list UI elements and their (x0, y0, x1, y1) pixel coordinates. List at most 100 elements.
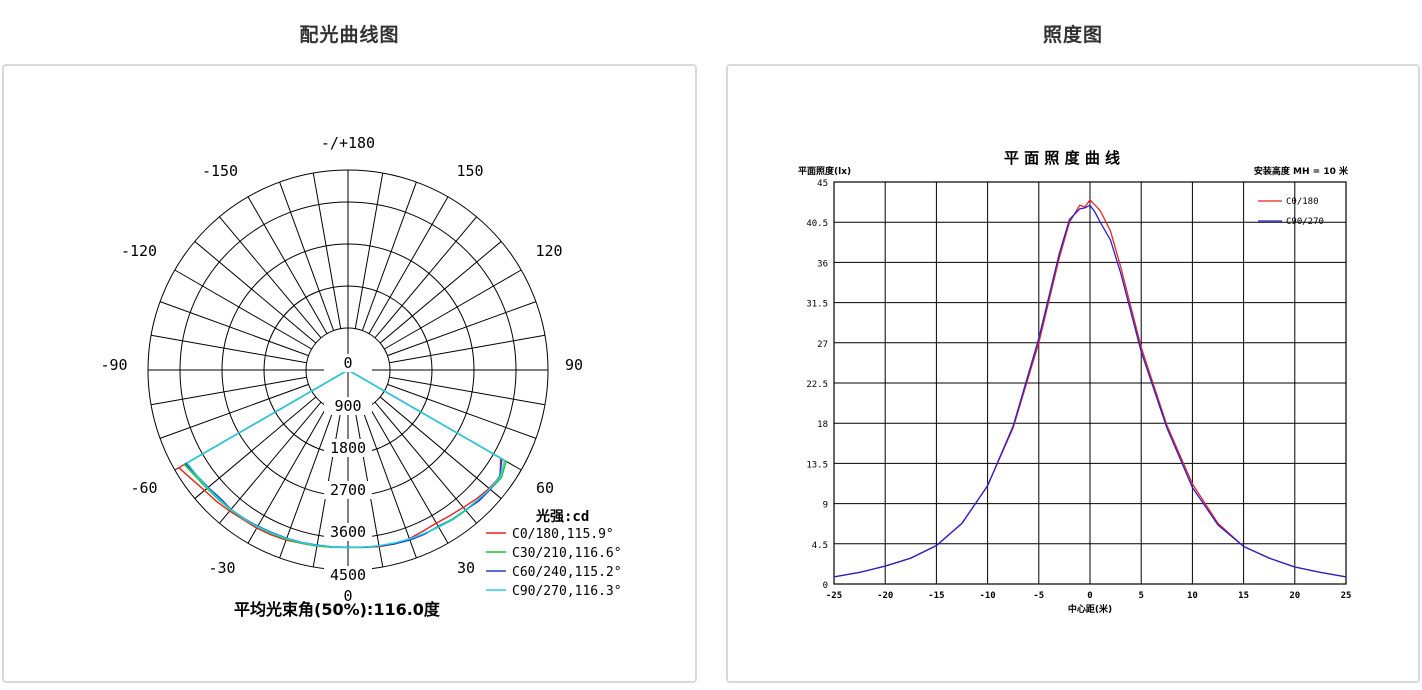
x-tick-label: 0 (1087, 591, 1092, 601)
x-tick-label: -10 (979, 591, 995, 601)
polar-angle-label: 150 (456, 162, 483, 180)
illuminance-series-group (833, 198, 1347, 578)
polar-spoke (387, 301, 537, 357)
polar-spoke (279, 181, 335, 331)
x-tick-label: 5 (1138, 591, 1143, 601)
polar-angle-label: -30 (208, 559, 235, 577)
polar-spoke (247, 406, 328, 544)
polar-angle-label: 60 (536, 479, 554, 497)
polar-spoke (159, 383, 309, 439)
illum-legend-label: C90/270 (1286, 217, 1324, 227)
polar-spoke (387, 383, 537, 439)
polar-spoke (379, 396, 502, 499)
y-tick-label: 13.5 (806, 460, 828, 470)
polar-legend-label: C60/240,115.2° (512, 565, 622, 580)
radial-tick-bg (324, 566, 372, 584)
polar-spoke (194, 396, 317, 499)
polar-legend: 光强:cd C0/180,115.9° C30/210,116.6° C60/240,… (234, 508, 622, 619)
y-tick-label: 4.5 (812, 541, 828, 551)
polar-legend-label: C90/270,116.3° (512, 584, 622, 599)
polar-labels: -/+180 -150 150 -120 120 -90 90 -60 60 -30 30 0 0 900… (100, 134, 583, 605)
y-tick-label: 9 (823, 501, 828, 511)
polar-spoke (247, 196, 328, 334)
y-tick-label: 36 (817, 259, 828, 269)
radial-tick-label: 2700 (330, 481, 366, 499)
radial-tick-label: 4500 (330, 566, 366, 584)
right-panel-title: 照度图 (1042, 24, 1103, 46)
radial-tick-label: 1800 (330, 439, 366, 457)
polar-spoke (150, 334, 307, 364)
x-tick-label: -5 (1033, 591, 1044, 601)
illuminance-labels: -25 -20 -15 -10 -5 0 5 10 15 20 25 0 4.5 9 13.5 18 22.5 2… (798, 149, 1351, 615)
y-tick-label: 31.5 (806, 300, 828, 310)
x-tick-label: 15 (1238, 591, 1249, 601)
illum-title: 平 面 照 度 曲 线 (1004, 149, 1120, 167)
radial-tick-bg (324, 523, 372, 541)
radial-tick-bg (324, 397, 372, 415)
polar-spoke (379, 241, 502, 344)
polar-angle-label: 0 (343, 587, 352, 605)
polar-angle-label: -150 (202, 162, 238, 180)
illum-xlabel: 中心距(米) (1068, 603, 1112, 615)
polar-angle-label: -60 (130, 479, 157, 497)
polar-spoke (194, 241, 317, 344)
y-tick-label: 27 (817, 340, 828, 350)
x-tick-label: -15 (928, 591, 944, 601)
polar-spoke (374, 216, 477, 339)
polar-spoke (368, 406, 449, 544)
y-tick-label: 0 (823, 581, 828, 591)
illuminance-legend: C0/180 C90/270 (1258, 197, 1324, 227)
radial-tick-label: 0 (343, 354, 352, 372)
left-panel-title: 配光曲线图 (299, 24, 400, 46)
radial-tick-bg (324, 439, 372, 457)
illuminance-grid (833, 181, 1347, 585)
polar-legend-title: 光强:cd (535, 508, 589, 525)
polar-angle-label: -/+180 (321, 134, 375, 152)
y-tick-label: 22.5 (806, 380, 828, 390)
polar-chart: -/+180 -150 150 -120 120 -90 90 -60 60 -30 30 0 0 900… (100, 134, 622, 619)
polar-spoke (389, 376, 546, 406)
radial-tick-bg (324, 354, 372, 372)
polar-spoke (374, 401, 477, 524)
polar-legend-label: C30/210,116.6° (512, 546, 622, 561)
polar-spoke (354, 172, 384, 329)
x-tick-label: 20 (1289, 591, 1300, 601)
x-tick-label: -20 (877, 591, 893, 601)
polar-angle-label: 120 (535, 242, 562, 260)
polar-spoke (279, 409, 335, 559)
beam-angle-text: 平均光束角(50%):116.0度 (234, 600, 441, 619)
polar-series-group (177, 369, 507, 549)
illum-legend-label: C0/180 (1286, 197, 1319, 207)
polar-spoke (219, 216, 322, 339)
polar-spoke (150, 376, 307, 406)
polar-spoke (389, 334, 546, 364)
polar-angle-label: 90 (565, 356, 583, 374)
polar-spoke (361, 409, 417, 559)
y-tick-label: 45 (817, 179, 828, 189)
polar-legend-label: C0/180,115.9° (512, 527, 614, 542)
x-tick-label: 25 (1341, 591, 1352, 601)
illuminance-chart-panel: -25 -20 -15 -10 -5 0 5 10 15 20 25 0 4.5 9 13.5 18 22.5 2… (726, 64, 1420, 683)
polar-angle-label: -90 (100, 356, 127, 374)
x-tick-label: -25 (826, 591, 842, 601)
y-tick-label: 18 (817, 420, 828, 430)
polar-chart-panel: -/+180 -150 150 -120 120 -90 90 -60 60 -30 30 0 0 900… (2, 64, 697, 683)
illum-ylabel: 平面照度(lx) (798, 165, 851, 177)
illuminance-chart: -25 -20 -15 -10 -5 0 5 10 15 20 25 0 4.5 9 13.5 18 22.5 2… (798, 149, 1351, 615)
polar-spoke (384, 269, 522, 350)
polar-series-3 (186, 369, 506, 549)
radial-tick-label: 900 (334, 397, 361, 415)
polar-spoke (174, 269, 312, 350)
polar-spoke (159, 301, 309, 357)
radial-tick-label: 3600 (330, 523, 366, 541)
polar-angle-label: -120 (121, 242, 157, 260)
radial-tick-bg (324, 481, 372, 499)
mount-height-text: 安装高度 MH = 10 米 (1254, 165, 1349, 177)
polar-spoke (361, 181, 417, 331)
illum-series-1 (833, 204, 1347, 578)
x-tick-label: 10 (1187, 591, 1198, 601)
polar-angle-label: 30 (457, 559, 475, 577)
polar-spoke (368, 196, 449, 334)
y-tick-label: 40.5 (806, 219, 828, 229)
polar-spoke (312, 172, 342, 329)
